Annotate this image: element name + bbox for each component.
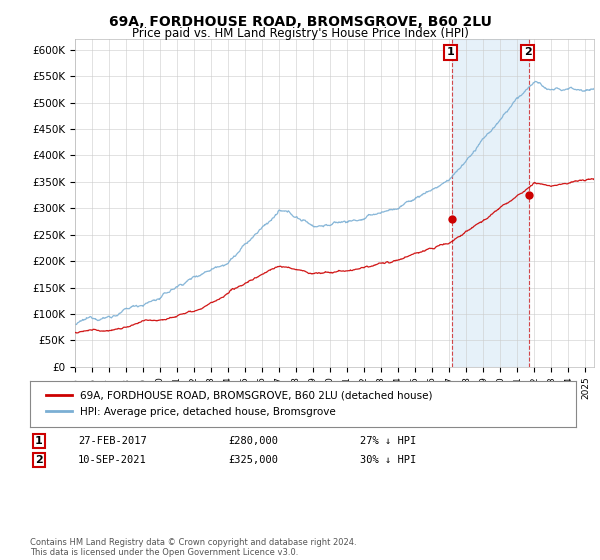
Text: Contains HM Land Registry data © Crown copyright and database right 2024.
This d: Contains HM Land Registry data © Crown c…	[30, 538, 356, 557]
Bar	[452, 39, 529, 367]
Text: 10-SEP-2021: 10-SEP-2021	[78, 455, 147, 465]
Text: 2: 2	[524, 48, 532, 58]
Text: 27-FEB-2017: 27-FEB-2017	[78, 436, 147, 446]
Text: Price paid vs. HM Land Registry's House Price Index (HPI): Price paid vs. HM Land Registry's House …	[131, 27, 469, 40]
Text: 1: 1	[446, 48, 454, 58]
Text: 27% ↓ HPI: 27% ↓ HPI	[360, 436, 416, 446]
Text: 2: 2	[35, 455, 43, 465]
Text: £325,000: £325,000	[228, 455, 278, 465]
Text: £280,000: £280,000	[228, 436, 278, 446]
Text: 30% ↓ HPI: 30% ↓ HPI	[360, 455, 416, 465]
Text: 69A, FORDHOUSE ROAD, BROMSGROVE, B60 2LU: 69A, FORDHOUSE ROAD, BROMSGROVE, B60 2LU	[109, 15, 491, 29]
Legend: 69A, FORDHOUSE ROAD, BROMSGROVE, B60 2LU (detached house), HPI: Average price, d: 69A, FORDHOUSE ROAD, BROMSGROVE, B60 2LU…	[41, 386, 438, 422]
Text: 1: 1	[35, 436, 43, 446]
